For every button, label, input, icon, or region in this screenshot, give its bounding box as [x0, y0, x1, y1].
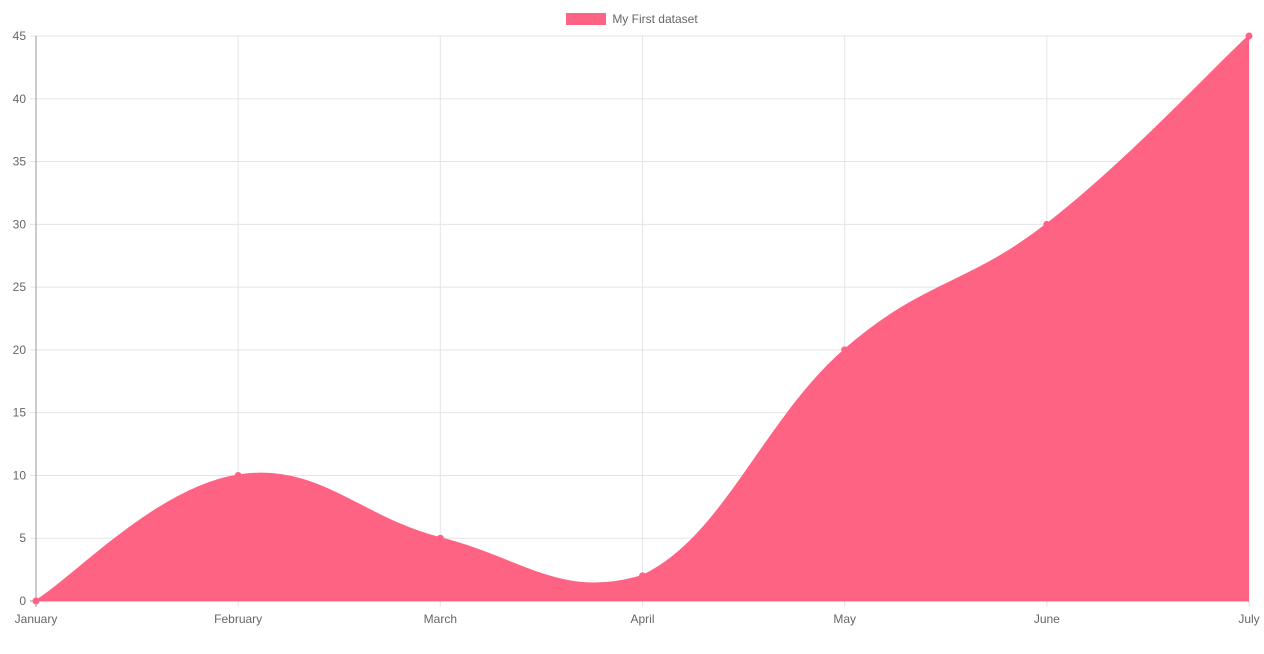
x-tick-label: March	[424, 612, 457, 626]
data-point	[32, 597, 40, 605]
y-tick-label: 45	[13, 29, 27, 43]
y-tick-label: 0	[19, 594, 26, 608]
data-point	[1043, 220, 1051, 228]
data-point	[436, 534, 444, 542]
legend[interactable]: My First dataset	[0, 12, 1264, 26]
x-tick-label: April	[630, 612, 654, 626]
legend-label: My First dataset	[612, 12, 698, 26]
x-tick-label: May	[833, 612, 856, 626]
y-tick-label: 10	[13, 468, 27, 482]
y-tick-label: 35	[13, 155, 27, 169]
y-tick-label: 5	[19, 531, 26, 545]
x-tick-label: January	[15, 612, 58, 626]
x-tick-label: June	[1034, 612, 1060, 626]
y-tick-label: 40	[13, 92, 27, 106]
data-point	[841, 346, 849, 354]
x-tick-label: July	[1238, 612, 1259, 626]
y-tick-label: 30	[13, 217, 27, 231]
data-point	[639, 572, 646, 580]
y-tick-label: 15	[13, 406, 27, 420]
data-point	[234, 471, 242, 479]
series-area	[36, 36, 1249, 601]
y-tick-label: 25	[13, 280, 27, 294]
y-tick-label: 20	[13, 343, 27, 357]
legend-swatch	[566, 13, 607, 25]
data-point	[1245, 32, 1253, 40]
x-tick-label: February	[214, 612, 262, 626]
